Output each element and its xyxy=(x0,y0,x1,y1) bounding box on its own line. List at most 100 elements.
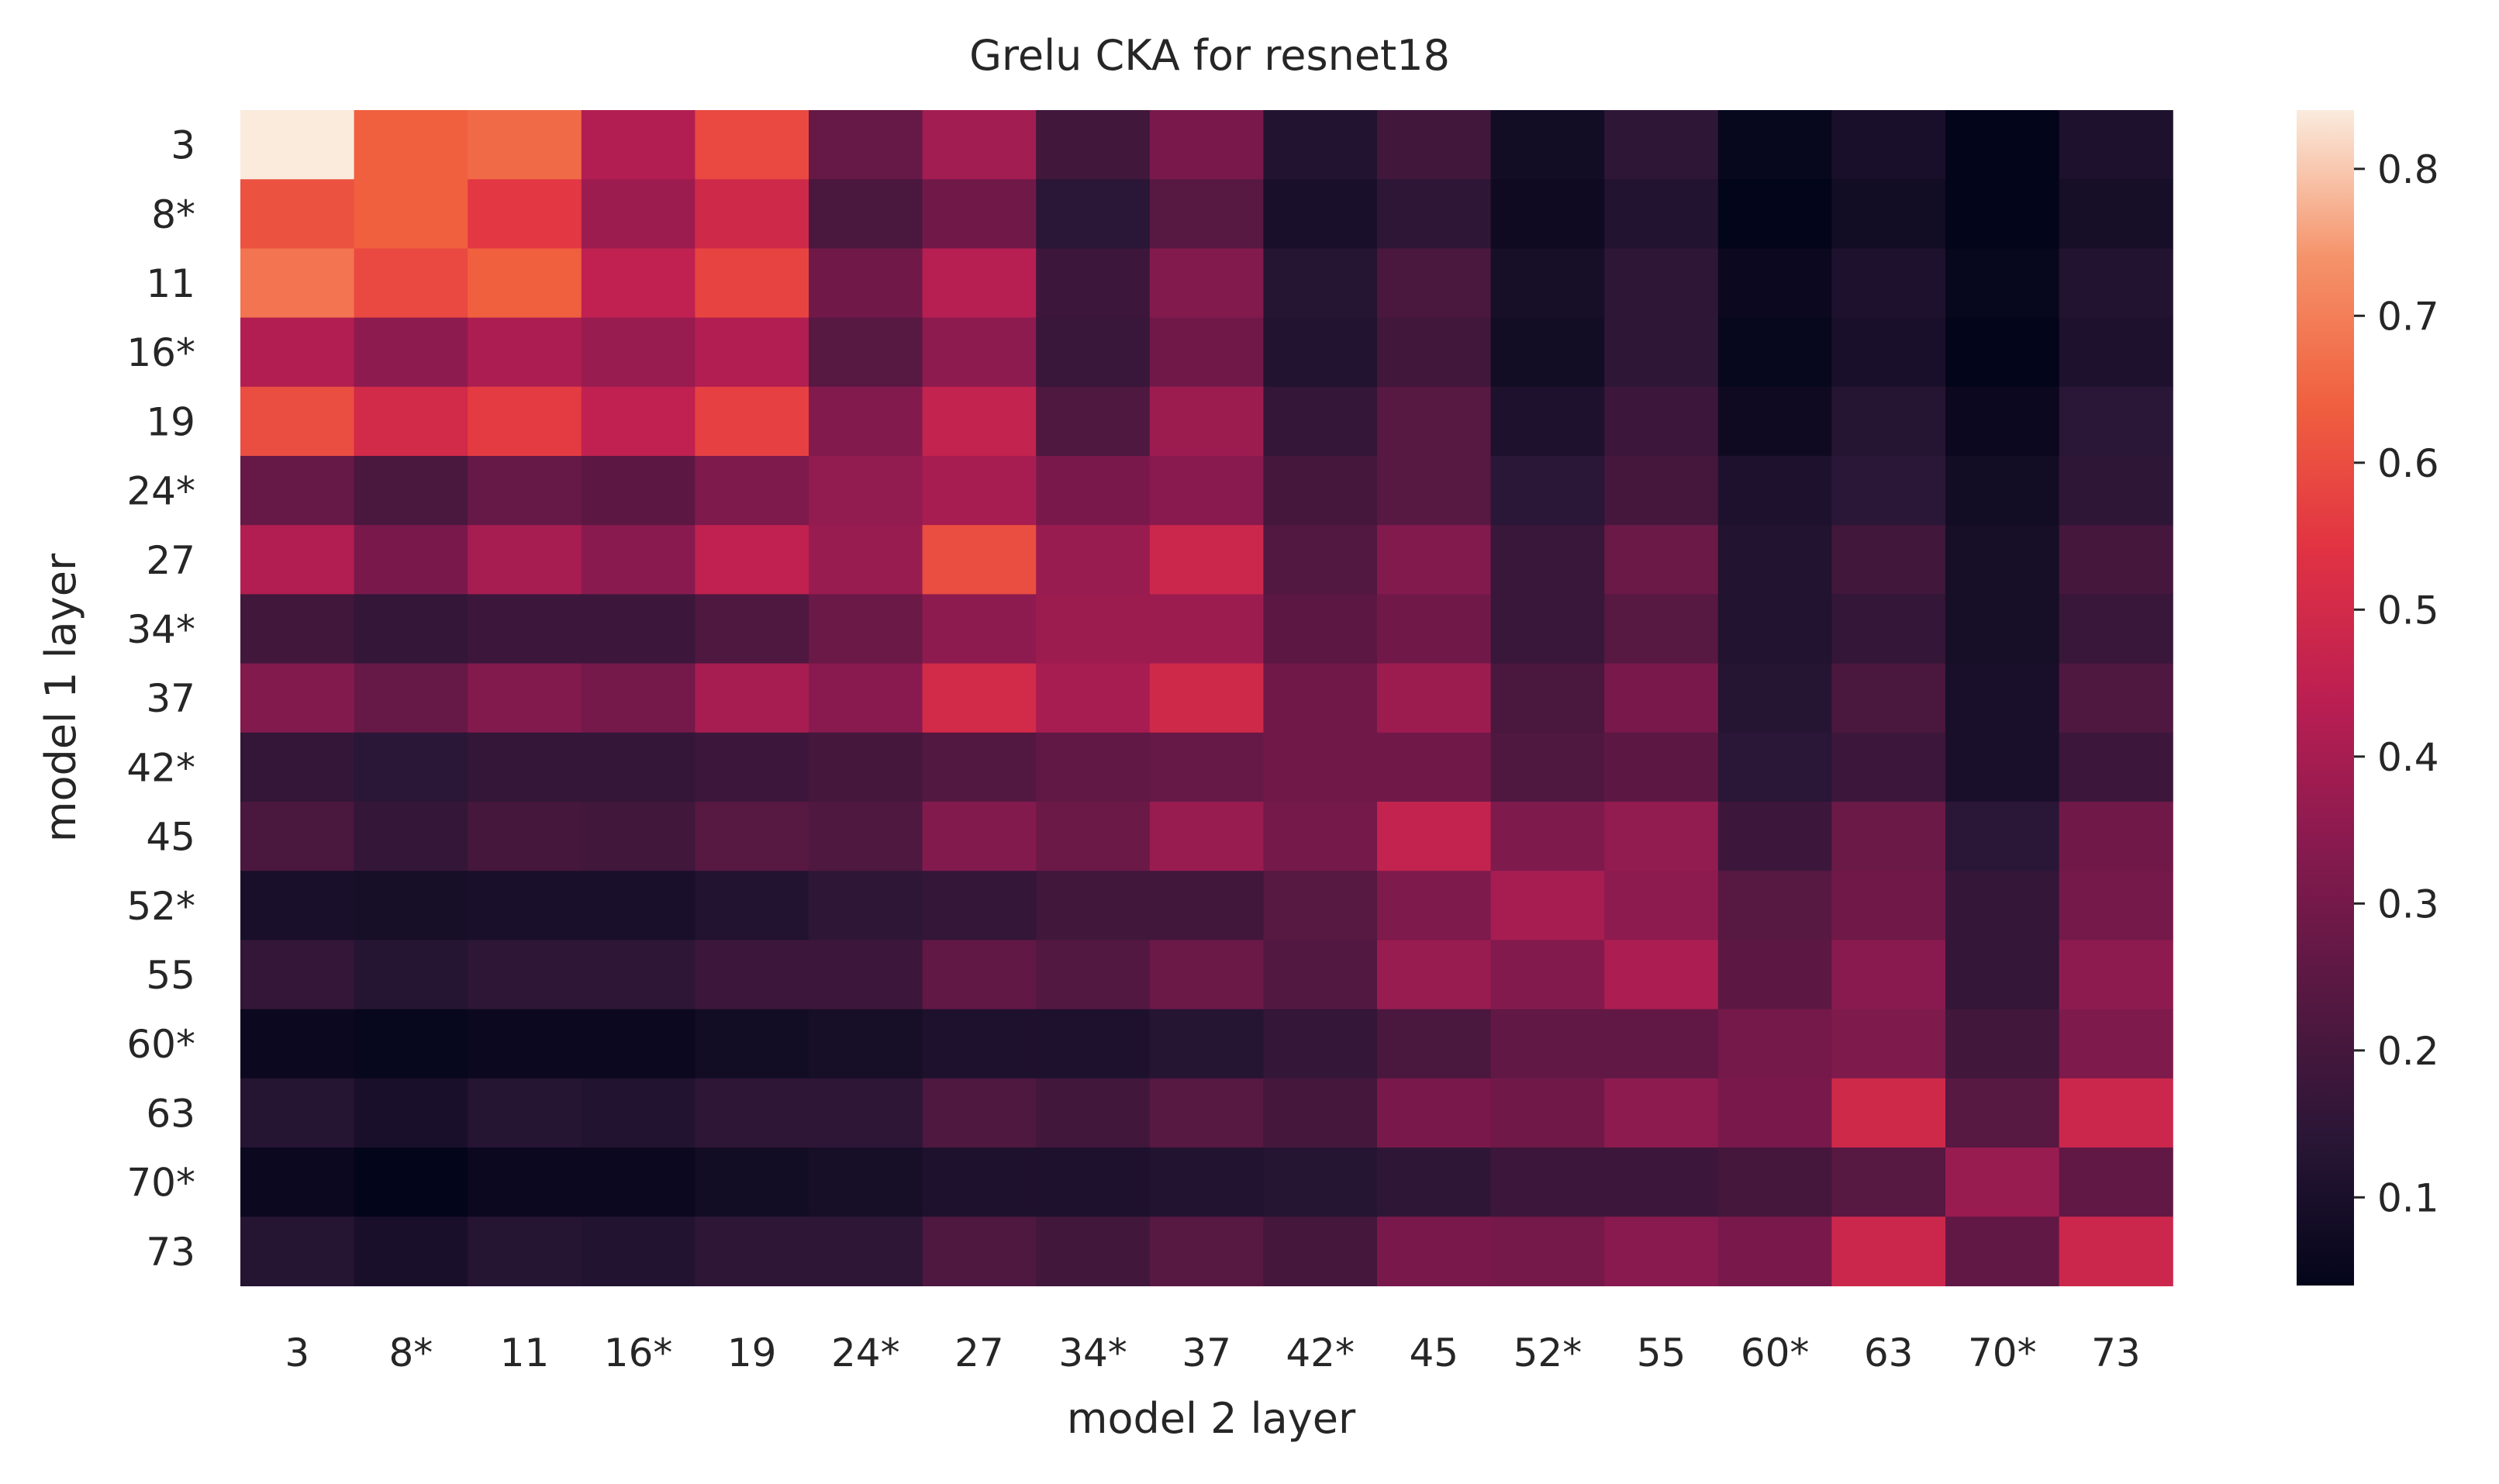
heatmap-cell xyxy=(1490,110,1605,180)
heatmap-cell xyxy=(1490,1009,1605,1079)
heatmap-cell xyxy=(1604,594,1719,664)
heatmap-cell xyxy=(354,525,468,595)
heatmap-cell xyxy=(1831,802,1946,871)
heatmap-cell xyxy=(1945,110,2060,180)
heatmap-cell xyxy=(240,1009,355,1079)
heatmap-cell xyxy=(1604,248,1719,319)
heatmap-cell xyxy=(240,732,355,802)
heatmap-cell xyxy=(922,732,1037,802)
heatmap-cell xyxy=(1831,248,1946,319)
heatmap-cell xyxy=(1604,386,1719,457)
heatmap-cell xyxy=(1036,456,1151,526)
heatmap-cell xyxy=(1945,525,2060,595)
heatmap-cell xyxy=(1604,940,1719,1010)
heatmap-cell xyxy=(1831,940,1946,1010)
heatmap-cell xyxy=(1490,663,1605,733)
x-tick-label: 16* xyxy=(604,1330,673,1375)
heatmap-cell xyxy=(1377,1148,1492,1217)
heatmap-cell xyxy=(809,248,923,319)
heatmap-cell xyxy=(1831,594,1946,664)
x-tick-label: 24* xyxy=(831,1330,900,1375)
heatmap-cell xyxy=(354,110,468,180)
heatmap-cell xyxy=(468,1217,582,1286)
x-tick-label: 52* xyxy=(1514,1330,1583,1375)
y-tick-label: 34* xyxy=(126,607,195,652)
heatmap-cell xyxy=(581,248,696,319)
heatmap-cell xyxy=(1717,317,1832,388)
heatmap-cell xyxy=(1945,732,2060,802)
heatmap-cell xyxy=(1036,525,1151,595)
heatmap-cell xyxy=(1263,1009,1378,1079)
heatmap-cell xyxy=(1604,525,1719,595)
y-tick-label: 3 xyxy=(171,123,195,168)
heatmap-cell xyxy=(695,386,809,457)
heatmap-cell xyxy=(922,1009,1037,1079)
heatmap-cell xyxy=(2059,317,2173,388)
heatmap-cell xyxy=(468,317,582,388)
heatmap-cell xyxy=(1377,1217,1492,1286)
colorbar-tick-label: 0.1 xyxy=(2377,1175,2439,1220)
heatmap-cell xyxy=(468,386,582,457)
heatmap-cell xyxy=(354,179,468,249)
heatmap-cell xyxy=(2059,1078,2173,1148)
heatmap-cell xyxy=(1036,1217,1151,1286)
heatmap-cell xyxy=(695,456,809,526)
heatmap-cell xyxy=(2059,594,2173,664)
y-tick-label: 45 xyxy=(146,815,195,860)
x-tick-label: 42* xyxy=(1286,1330,1355,1375)
heatmap-cell xyxy=(581,663,696,733)
colorbar-tick-label: 0.4 xyxy=(2377,735,2439,780)
heatmap-cell xyxy=(1490,317,1605,388)
heatmap-cell xyxy=(809,386,923,457)
heatmap-cell xyxy=(1490,1078,1605,1148)
heatmap-cell xyxy=(1604,317,1719,388)
heatmap-cell xyxy=(1263,386,1378,457)
heatmap-cell xyxy=(468,179,582,249)
heatmap-cell xyxy=(354,940,468,1010)
heatmap-cell xyxy=(1263,940,1378,1010)
heatmap-cell xyxy=(1149,871,1264,940)
x-tick-label: 19 xyxy=(727,1330,777,1375)
heatmap-cell xyxy=(1604,1217,1719,1286)
heatmap-cell xyxy=(1036,179,1151,249)
heatmap-cell xyxy=(1377,871,1492,940)
heatmap-cell xyxy=(1604,732,1719,802)
heatmap-cell xyxy=(354,1009,468,1079)
heatmap-cell xyxy=(1717,732,1832,802)
heatmap-cell xyxy=(922,525,1037,595)
heatmap-cell xyxy=(2059,663,2173,733)
y-tick-label: 42* xyxy=(126,745,195,790)
heatmap-cell xyxy=(809,110,923,180)
heatmap-cell xyxy=(695,525,809,595)
x-tick-label: 73 xyxy=(2091,1330,2141,1375)
heatmap-cell xyxy=(1263,179,1378,249)
heatmap-cell xyxy=(1149,594,1264,664)
heatmap-cell xyxy=(1604,802,1719,871)
heatmap-cell xyxy=(922,871,1037,940)
heatmap-cell xyxy=(1149,525,1264,595)
y-axis-ticks: 3 8* 11 16* 19 24* 27 34* 37 42* 45 52* 55 60* 63 70* 73 xyxy=(126,123,195,1275)
heatmap-cell xyxy=(1717,525,1832,595)
heatmap-cell xyxy=(240,940,355,1010)
y-tick-label: 52* xyxy=(126,884,195,929)
heatmap-cell xyxy=(2059,1148,2173,1217)
heatmap-cell xyxy=(922,456,1037,526)
heatmap-cell xyxy=(1717,456,1832,526)
heatmap-cell xyxy=(1263,456,1378,526)
heatmap-cell xyxy=(1377,456,1492,526)
heatmap-cell xyxy=(581,732,696,802)
heatmap-cell xyxy=(1263,1078,1378,1148)
heatmap-cell xyxy=(1149,1009,1264,1079)
colorbar-tick-label: 0.3 xyxy=(2377,882,2439,927)
x-tick-label: 27 xyxy=(954,1330,1004,1375)
heatmap-cell xyxy=(1263,732,1378,802)
heatmap-cell xyxy=(1036,386,1151,457)
y-tick-label: 60* xyxy=(126,1022,195,1067)
heatmap-cell xyxy=(354,248,468,319)
heatmap-cell xyxy=(1036,802,1151,871)
heatmap-cell xyxy=(2059,525,2173,595)
colorbar xyxy=(2297,110,2354,1286)
heatmap-cell xyxy=(581,1009,696,1079)
heatmap-cell xyxy=(354,386,468,457)
colorbar-tick-label: 0.8 xyxy=(2377,147,2439,192)
